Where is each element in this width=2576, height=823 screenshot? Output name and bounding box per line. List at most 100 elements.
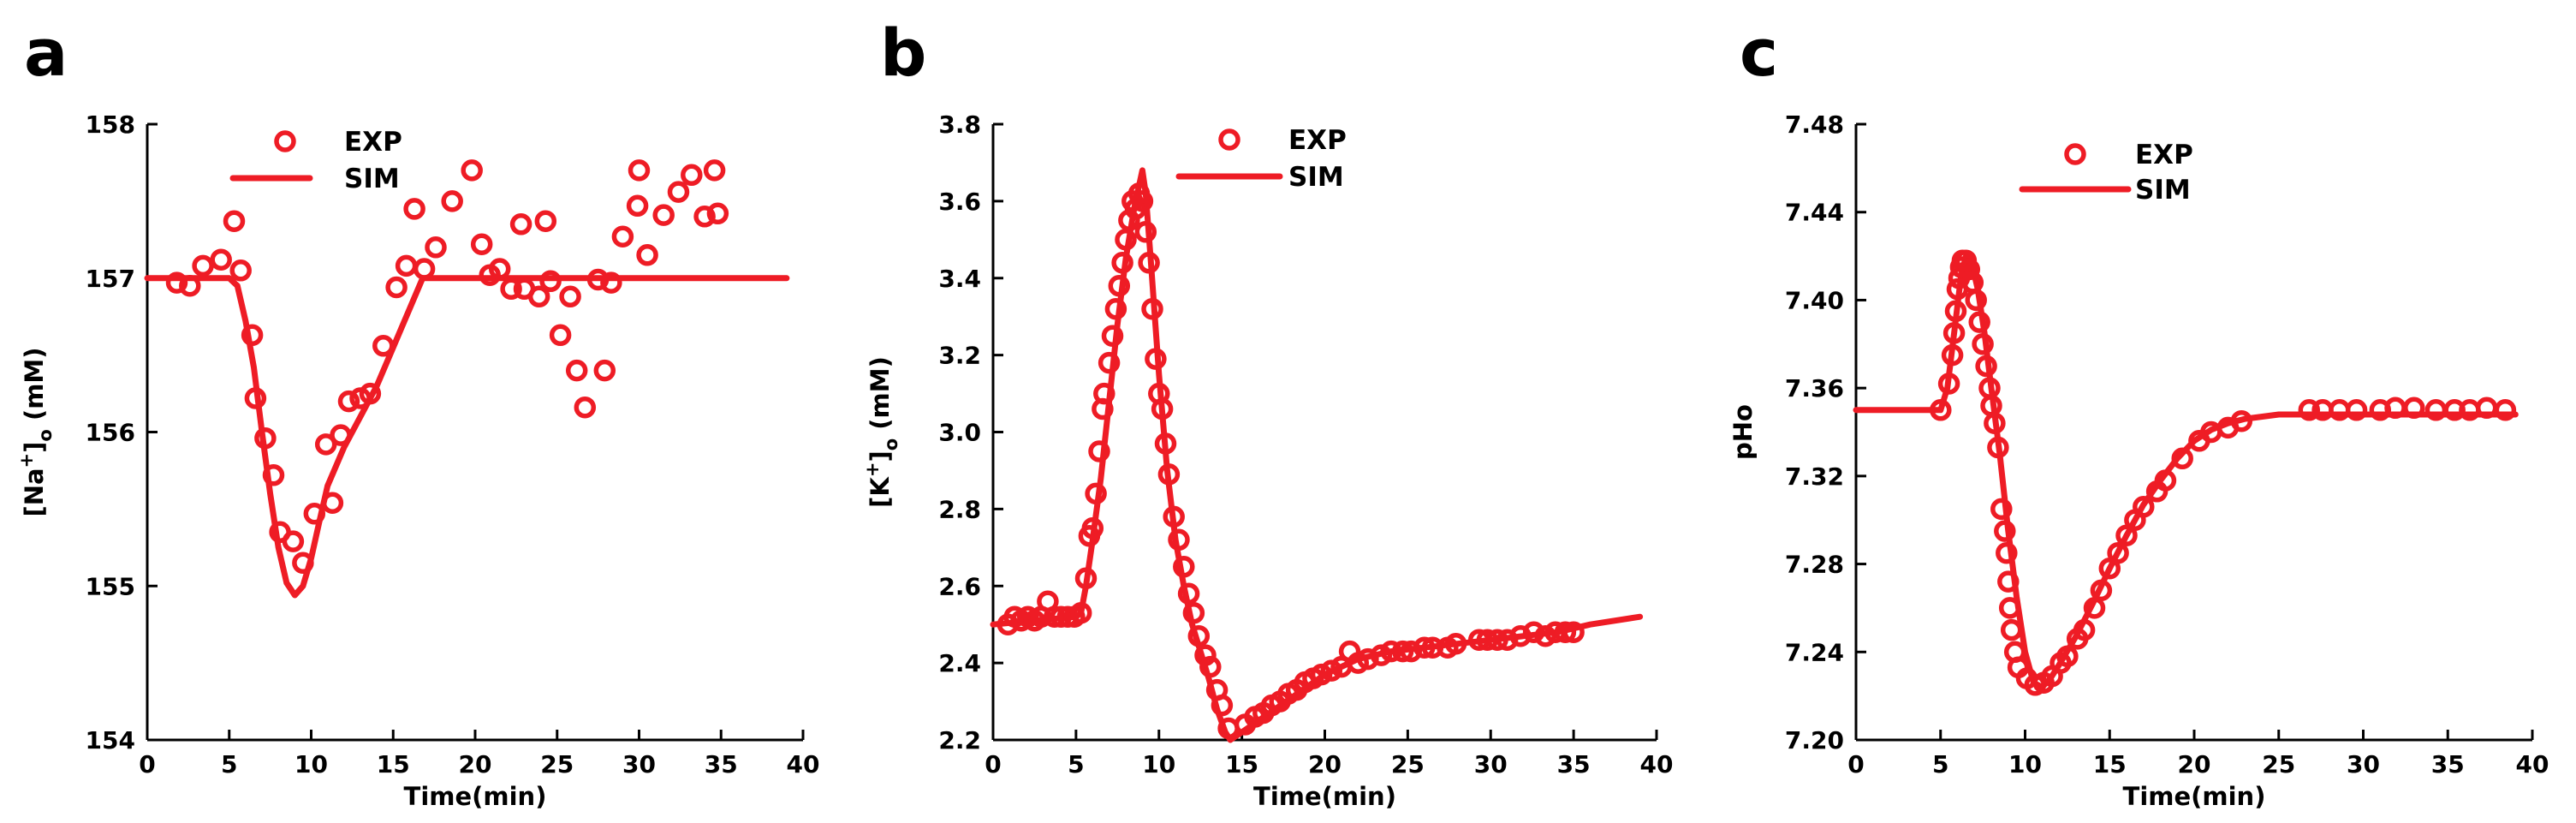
exp-data-point [1996, 541, 2018, 564]
exp-data-point [1194, 644, 1217, 666]
exp-data-point [1069, 601, 1092, 624]
exp-data-point [1944, 300, 1967, 323]
exp-data-point [1320, 659, 1343, 682]
x-tick-label: 25 [1391, 750, 1425, 778]
exp-data-point [1554, 621, 1577, 643]
exp-data-point [1108, 274, 1131, 297]
y-tick-label: 156 [86, 419, 135, 447]
exp-data-point [1310, 663, 1333, 686]
exp-data-point [2154, 469, 2177, 492]
x-tick-label: 5 [1068, 750, 1084, 778]
x-tick-label: 20 [459, 750, 492, 778]
exp-data-point [2107, 541, 2129, 564]
exp-data-point [461, 159, 483, 182]
y-tick-label: 7.40 [1785, 286, 1844, 314]
exp-data-point [337, 390, 360, 413]
exp-data-point [488, 258, 511, 280]
exp-data-point [1211, 694, 1234, 717]
exp-data-point [1163, 505, 1185, 528]
exp-data-point [1104, 297, 1127, 320]
exp-data-point [681, 164, 703, 187]
exp-data-point [1562, 621, 1585, 643]
exp-data-point [1134, 221, 1157, 243]
exp-data-point [1131, 190, 1154, 212]
y-axis-title: [K+]o (mM) [862, 356, 901, 508]
exp-data-point [413, 258, 436, 280]
exp-data-point [2000, 618, 2023, 641]
exp-data-point [2133, 496, 2155, 518]
exp-data-point [359, 382, 382, 405]
x-tick-label: 30 [2347, 750, 2380, 778]
exp-data-point [1177, 582, 1200, 605]
y-tick-label: 3.6 [938, 188, 981, 216]
exp-data-point [425, 236, 447, 259]
exp-data-point [1930, 399, 1952, 421]
x-tick-label: 10 [1142, 750, 1175, 778]
exp-data-point [1141, 297, 1163, 320]
exp-data-point [1486, 629, 1508, 651]
exp-data-point [611, 225, 634, 247]
exp-data-point [1444, 632, 1467, 655]
exp-data-point [1173, 556, 1195, 578]
exp-data-point [1074, 567, 1098, 590]
y-tick-label: 7.48 [1785, 110, 1844, 139]
exp-data-point [1990, 498, 2013, 521]
exp-data-point [179, 274, 201, 297]
exp-data-point [314, 433, 337, 456]
x-tick-label: 30 [622, 750, 656, 778]
exp-data-point [1987, 436, 2009, 459]
exp-data-point [1400, 640, 1423, 663]
y-tick-label: 7.44 [1785, 199, 1844, 227]
exp-data-point [1199, 655, 1222, 678]
exp-data-point [1157, 463, 1181, 486]
exp-data-point [1968, 311, 1990, 333]
x-tick-label: 40 [787, 750, 820, 778]
exp-data-point [1972, 333, 1994, 355]
x-tick-label: 0 [139, 750, 155, 778]
exp-data-point [244, 387, 267, 409]
exp-data-point [441, 190, 463, 212]
exp-data-point [626, 194, 649, 218]
legend-sim-label: SIM [344, 164, 400, 194]
exp-data-point [1496, 629, 1519, 651]
x-tick-label: 0 [1847, 750, 1864, 778]
exp-data-point [165, 271, 188, 294]
y-tick-label: 3.8 [938, 110, 981, 139]
y-tick-label: 2.2 [938, 726, 981, 754]
legend-sim-label: SIM [1288, 162, 1344, 193]
exp-data-point [1958, 258, 1981, 281]
x-tick-label: 35 [2431, 750, 2465, 778]
y-tick-label: 7.20 [1785, 726, 1844, 754]
exp-data-point [527, 285, 550, 308]
x-tick-label: 40 [1640, 750, 1674, 778]
exp-data-point [1522, 621, 1545, 643]
exp-data-point [539, 270, 562, 293]
y-tick-label: 3.0 [938, 419, 981, 447]
exp-data-point [549, 324, 572, 347]
exp-data-point [282, 530, 305, 552]
x-tick-label: 35 [705, 750, 738, 778]
exp-data-point [600, 271, 622, 294]
exp-data-point [254, 426, 277, 450]
exp-data-point [667, 181, 690, 203]
legend-sim-label: SIM [2135, 175, 2191, 206]
x-tick-label: 25 [2262, 750, 2295, 778]
x-tick-label: 15 [377, 750, 410, 778]
exp-data-point [223, 210, 246, 232]
x-tick-label: 15 [1225, 750, 1258, 778]
exp-data-point [706, 202, 729, 225]
exp-data-point [1942, 322, 1966, 344]
y-tick-label: 2.6 [938, 572, 981, 600]
exp-data-point [1182, 601, 1205, 624]
exp-data-point [2083, 597, 2106, 619]
exp-data-point [1151, 397, 1174, 420]
x-tick-label: 30 [1474, 750, 1508, 778]
y-tick-label: 7.28 [1785, 551, 1844, 579]
exp-data-point [693, 206, 716, 228]
exp-data-point [241, 324, 264, 347]
exp-data-point [559, 285, 581, 308]
exp-data-point [1994, 520, 2016, 542]
sim-series-line [144, 275, 790, 599]
y-axis-title: pHo [1728, 404, 1758, 460]
